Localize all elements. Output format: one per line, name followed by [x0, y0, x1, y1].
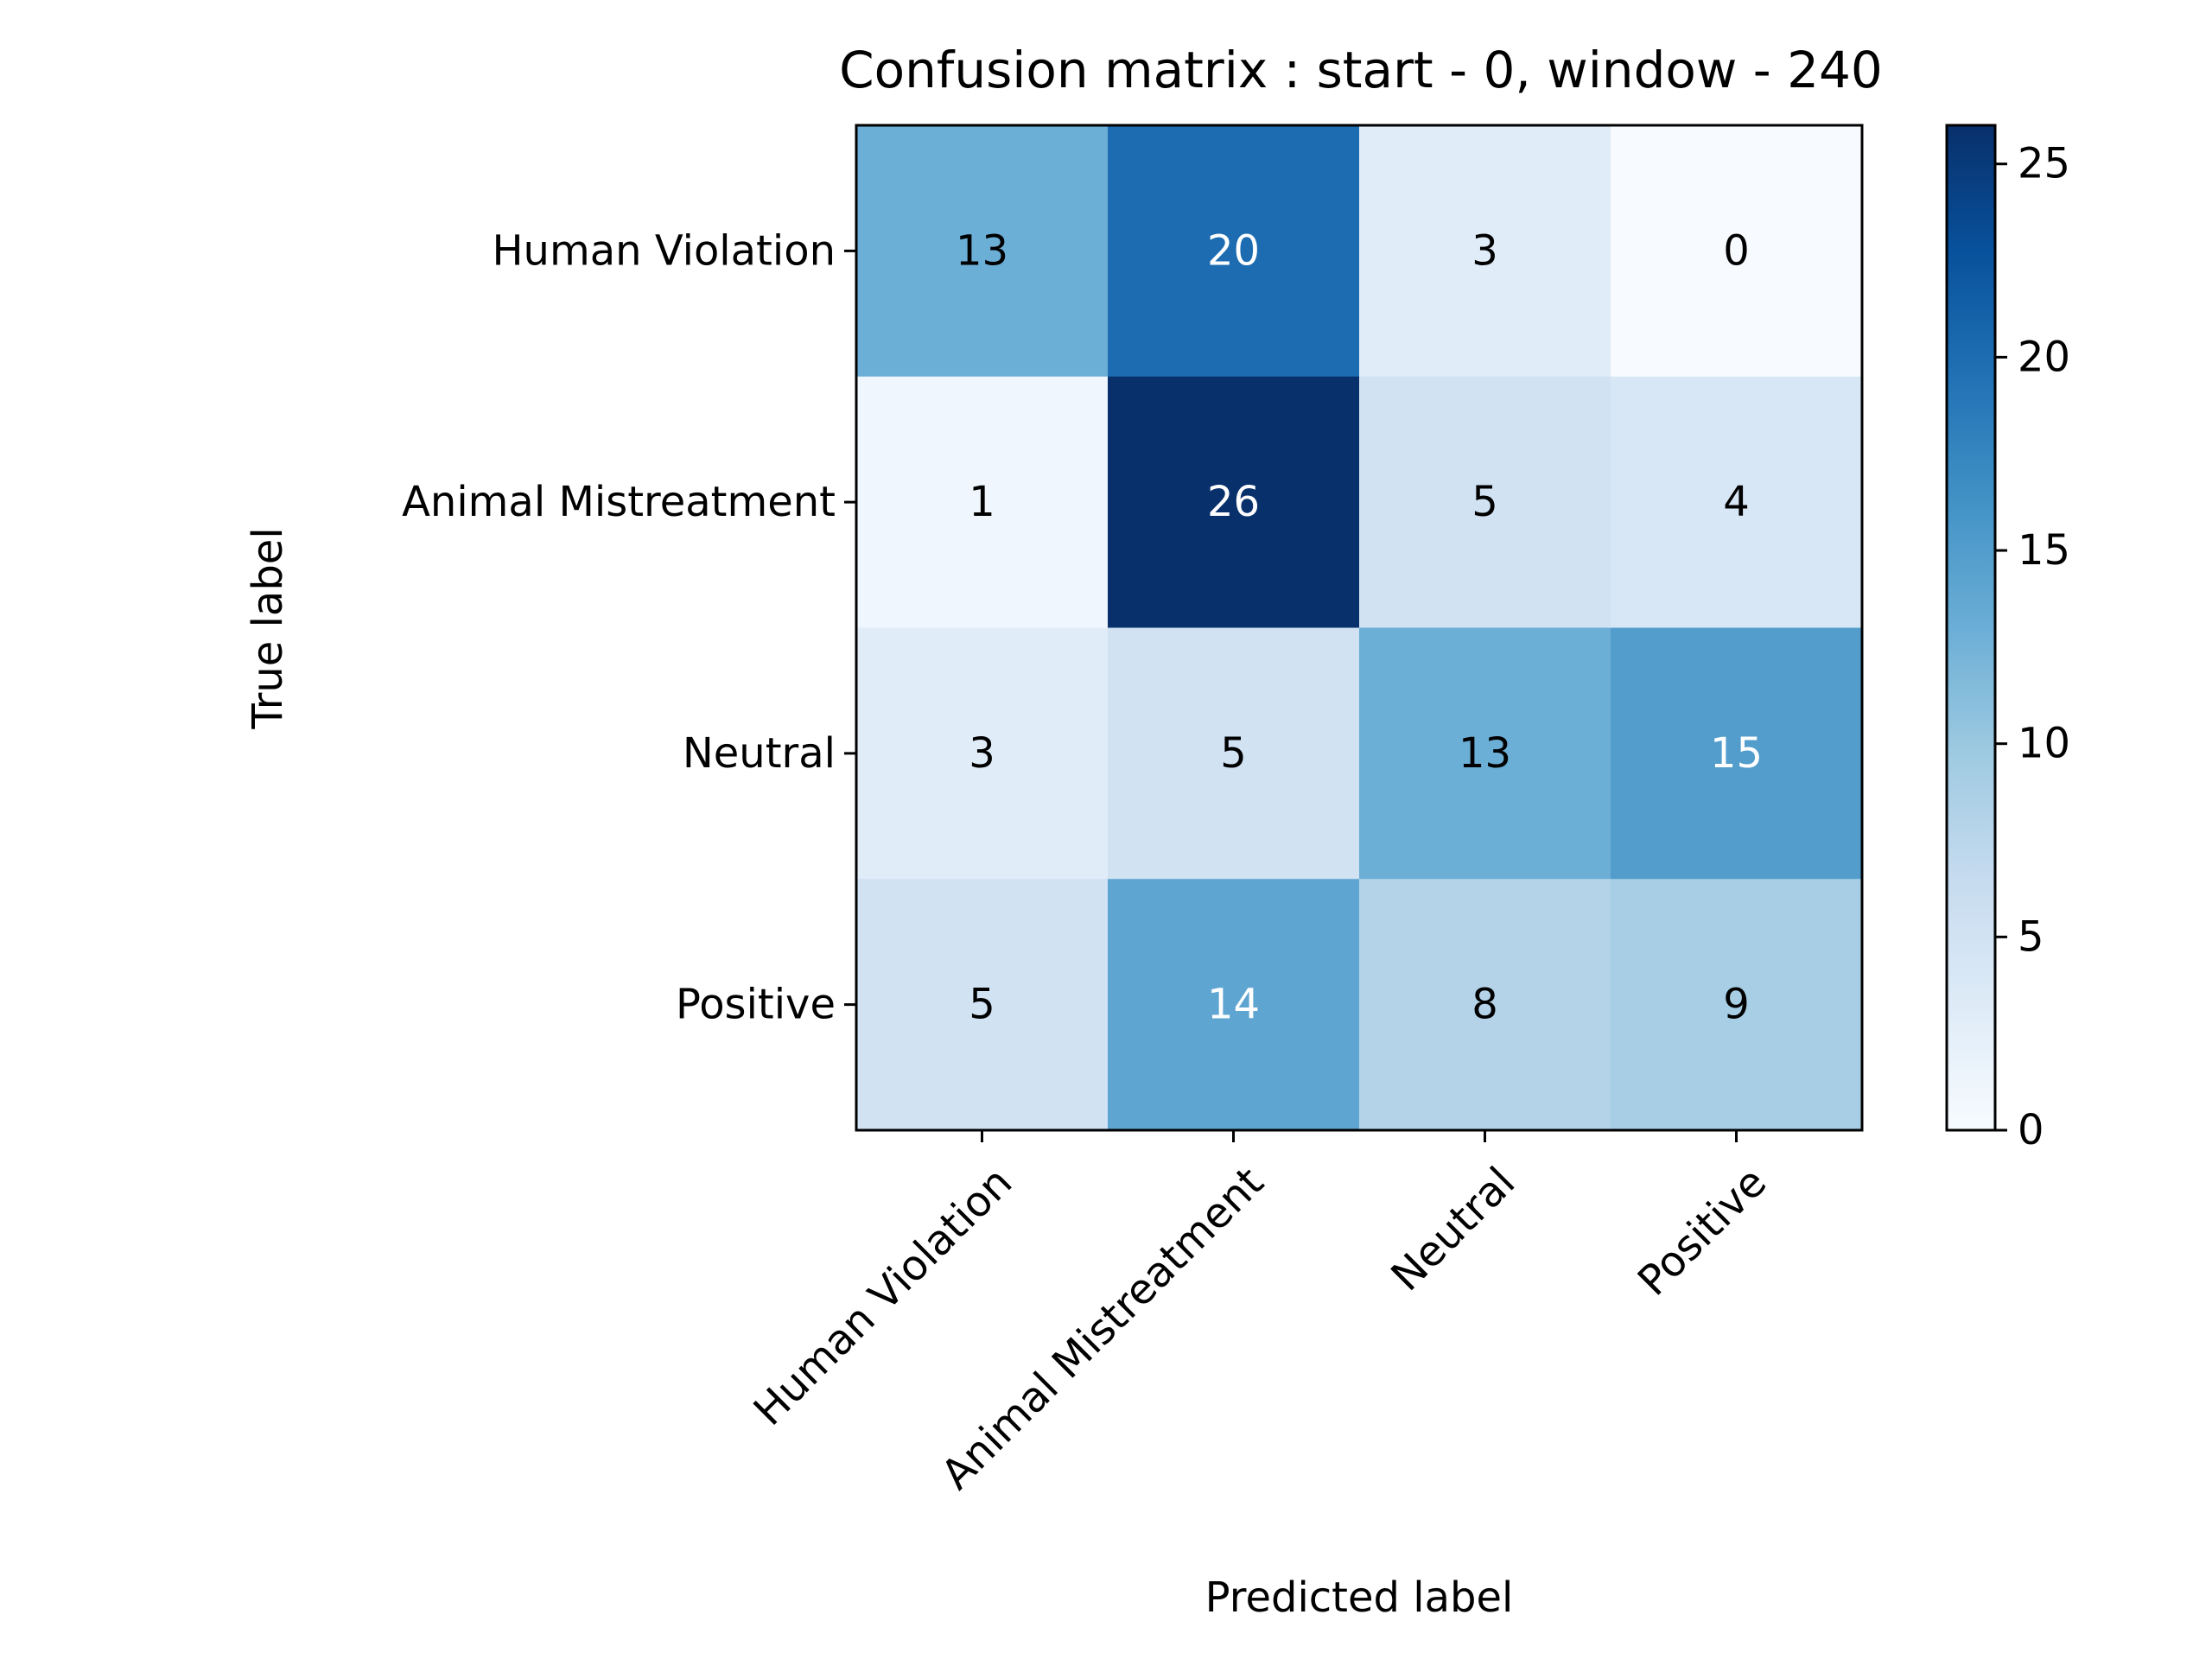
y-tick-label: Human Violation [492, 226, 836, 275]
y-tick-label: Animal Mistreatment [402, 478, 836, 526]
cell-value-label: 1 [969, 478, 995, 526]
heatmap-cell [1108, 376, 1360, 628]
cell-value-label: 5 [1471, 478, 1498, 526]
chart-title: Confusion matrix : start - 0, window - 2… [839, 41, 1883, 99]
heatmap-cell [1359, 125, 1611, 378]
y-tick-label: Neutral [683, 729, 836, 778]
cell-value-label: 9 [1723, 981, 1750, 1029]
cell-value-label: 14 [1207, 981, 1260, 1029]
heatmap-cell [1611, 125, 1863, 378]
heatmap-cell [1359, 879, 1611, 1131]
colorbar [1945, 124, 1997, 1132]
heatmap-cell [1108, 879, 1360, 1131]
heatmap-cell [1611, 376, 1863, 628]
x-tick-label: Positive [1629, 1158, 1776, 1305]
heatmap-cell [856, 125, 1109, 378]
y-tick-label: Positive [676, 981, 836, 1029]
cell-value-label: 15 [1710, 729, 1763, 778]
cell-value-label: 8 [1471, 981, 1498, 1029]
x-tick-label: Human Violation [745, 1158, 1022, 1435]
heatmap-cells: 13 20 3 0 1 26 5 4 3 5 13 15 5 14 8 9 [856, 125, 1863, 1131]
cell-value-label: 13 [956, 226, 1008, 275]
colorbar-tick-label: 0 [2018, 1106, 2044, 1154]
colorbar-tick-label: 20 [2018, 333, 2070, 381]
cell-value-label: 4 [1723, 478, 1750, 526]
heatmap-cell [1108, 627, 1360, 880]
colorbar-tick-label: 15 [2018, 526, 2070, 575]
cell-value-label: 5 [969, 981, 995, 1029]
plot-frame [855, 124, 1864, 1132]
colorbar-tick-label: 25 [2018, 140, 2070, 188]
heatmap-cell [1611, 879, 1863, 1131]
cell-value-label: 20 [1207, 226, 1260, 275]
heatmap-cell [1359, 627, 1611, 880]
cell-value-label: 3 [969, 729, 995, 778]
heatmap-cell [856, 627, 1109, 880]
heatmap-cell [856, 879, 1109, 1131]
cell-value-label: 3 [1471, 226, 1498, 275]
x-tick-label: Neutral [1382, 1158, 1524, 1300]
cell-value-label: 26 [1207, 478, 1260, 526]
colorbar-ticks: 0 5 10 15 20 25 [1995, 140, 2070, 1154]
cell-value-label: 0 [1723, 226, 1750, 275]
colorbar-tick-label: 10 [2018, 720, 2070, 768]
heatmap-cell [1359, 376, 1611, 628]
cell-value-label: 13 [1459, 729, 1511, 778]
y-tick-labels: Human Violation Animal Mistreatment Neutra… [402, 226, 856, 1029]
heatmap-cell [1611, 627, 1863, 880]
heatmap-cell [1108, 125, 1360, 378]
cell-value-label: 5 [1220, 729, 1247, 778]
colorbar-tick-label: 5 [2018, 912, 2044, 961]
y-axis-label: True label [244, 527, 292, 729]
x-axis-label: Predicted label [1205, 1573, 1514, 1622]
heatmap-cell [856, 376, 1109, 628]
